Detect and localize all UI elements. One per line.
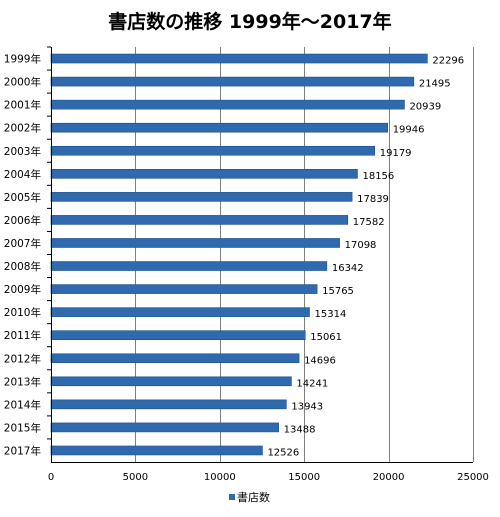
chart-title: 書店数の推移 1999年～2017年 [108,10,391,33]
axes: 1999年 2000年 2001年 2002年 2003年 2004年 2005年 2006年… [4,46,489,483]
category-label: 2008年 [4,260,41,273]
category-label: 2014年 [4,398,41,411]
data-label: 15061 [310,332,342,343]
x-tick-label: 20000 [373,472,405,483]
bar-2017年 [50,445,263,456]
category-label: 2012年 [4,352,41,365]
x-tick-label: 15000 [288,472,320,483]
bar-2014年 [50,399,287,410]
data-label: 19179 [380,148,412,159]
bar-2011年 [50,330,306,340]
data-label: 22296 [432,56,464,67]
category-label: 1999年 [4,53,41,66]
bar-2002年 [50,122,388,133]
data-label: 14696 [304,355,336,366]
data-label: 17582 [353,217,385,228]
bar-2008年 [50,261,328,271]
legend-label: 書店数 [237,490,270,504]
data-label: 20939 [409,102,441,113]
category-label: 2000年 [4,76,41,89]
category-label: 2002年 [4,122,41,135]
category-label: 2007年 [4,237,41,250]
bar-2006年 [50,215,349,225]
data-label: 21495 [419,79,451,90]
data-label: 16342 [332,263,364,274]
bar-2009年 [50,284,318,294]
legend: 書店数 [229,490,270,504]
category-label: 2003年 [4,145,41,158]
category-label: 2013年 [4,375,41,388]
bar-2007年 [50,238,340,248]
bar-2013年 [50,376,292,387]
bar-2010年 [50,307,310,317]
category-label: 2006年 [4,214,41,227]
bar-2004年 [50,169,358,179]
x-tick-label: 5000 [123,472,148,483]
bar-1999年 [50,53,428,64]
category-label: 2004年 [4,168,41,181]
data-label: 17098 [345,240,377,251]
category-label: 2015年 [4,421,41,434]
category-label: 2009年 [4,283,41,296]
category-label: 2017年 [4,444,41,457]
x-tick-label: 0 [48,472,54,483]
data-label: 17839 [357,194,389,205]
data-label: 14241 [296,378,328,389]
data-label: 18156 [362,171,394,182]
x-tick-label: 25000 [457,472,489,483]
category-label: 2001年 [4,99,41,112]
category-label: 2011年 [4,329,41,342]
bar-2003年 [50,145,376,156]
category-label: 2005年 [4,191,41,204]
category-label: 2010年 [4,306,41,319]
bar-2001年 [50,99,405,110]
data-label: 19946 [393,125,425,136]
legend-swatch [229,494,235,500]
data-label: 15765 [322,286,354,297]
bar-2012年 [50,353,300,364]
data-label: 13943 [291,401,323,412]
data-label: 12526 [267,447,299,458]
x-tick-label: 10000 [204,472,236,483]
data-label: 13488 [284,424,316,435]
data-label: 15314 [315,309,347,320]
bar-2000年 [50,76,415,87]
bars: 22296 21495 20939 19946 19179 18156 17839 17582… [50,53,464,458]
bar-2015年 [50,422,279,433]
bar-2005年 [50,192,353,202]
grid-lines [135,47,474,462]
